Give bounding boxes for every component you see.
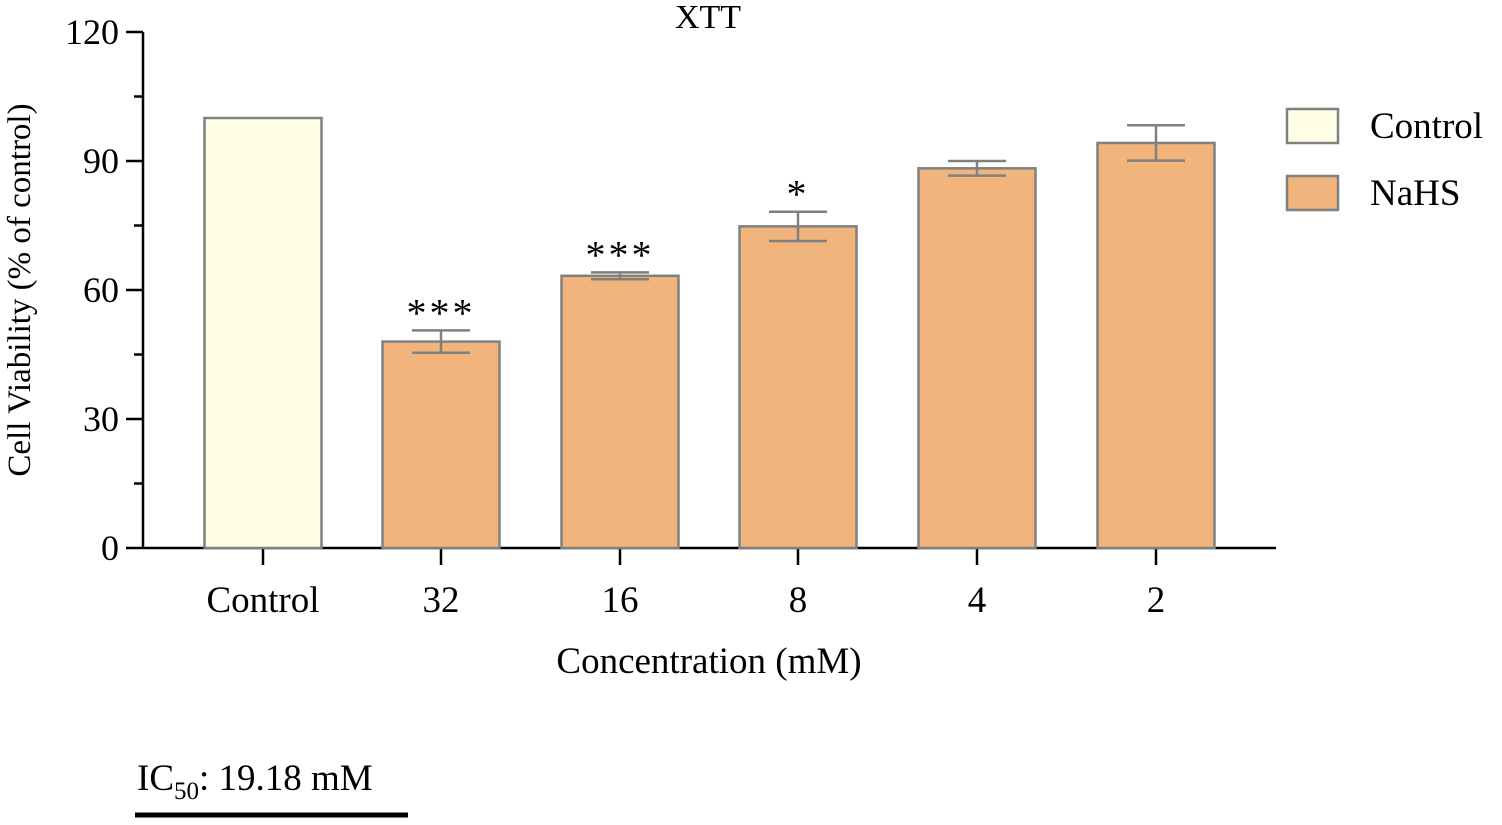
ic50-text: IC50: 19.18 mM — [137, 758, 373, 805]
significance-label: *** — [586, 232, 655, 277]
x-tick-label: 2 — [1147, 580, 1166, 621]
ic50-subscript: 50 — [174, 778, 199, 805]
x-tick-label: 8 — [789, 580, 808, 621]
x-tick-label: 32 — [423, 580, 460, 621]
y-tick-label: 90 — [83, 141, 119, 181]
significance-label: *** — [407, 290, 476, 335]
ic50-prefix: IC — [137, 758, 174, 799]
x-tick-label: Control — [206, 580, 319, 621]
y-tick-label: 120 — [65, 12, 119, 52]
legend-label: Control — [1370, 106, 1483, 147]
y-tick-label: 30 — [83, 399, 119, 439]
ic50-value: : 19.18 mM — [199, 758, 373, 799]
x-tick-label: 16 — [602, 580, 639, 621]
bar — [381, 340, 501, 550]
x-tick-label: 4 — [968, 580, 987, 621]
bar — [738, 225, 858, 550]
y-tick-label: 60 — [83, 270, 119, 310]
x-axis-label: Concentration (mM) — [556, 641, 861, 682]
significance-label: * — [787, 172, 810, 217]
bar — [203, 116, 323, 550]
chart-title: XTT — [675, 0, 741, 36]
y-axis-label: Cell Viability (% of control) — [2, 103, 38, 476]
bar — [560, 274, 680, 550]
legend-label: NaHS — [1370, 173, 1460, 214]
bars-group: ******* — [203, 116, 1216, 550]
ic50-annotation: IC50: 19.18 mM — [135, 758, 408, 818]
y-tick-label: 0 — [101, 528, 119, 568]
legend-swatch — [1285, 107, 1340, 145]
legend-swatch — [1285, 174, 1340, 212]
legend: Control NaHS — [1285, 106, 1483, 214]
bar — [917, 167, 1037, 550]
axes-group: 0 30 60 90 120 Control 32 16 8 4 2 — [65, 12, 1276, 621]
bar — [1096, 141, 1216, 550]
